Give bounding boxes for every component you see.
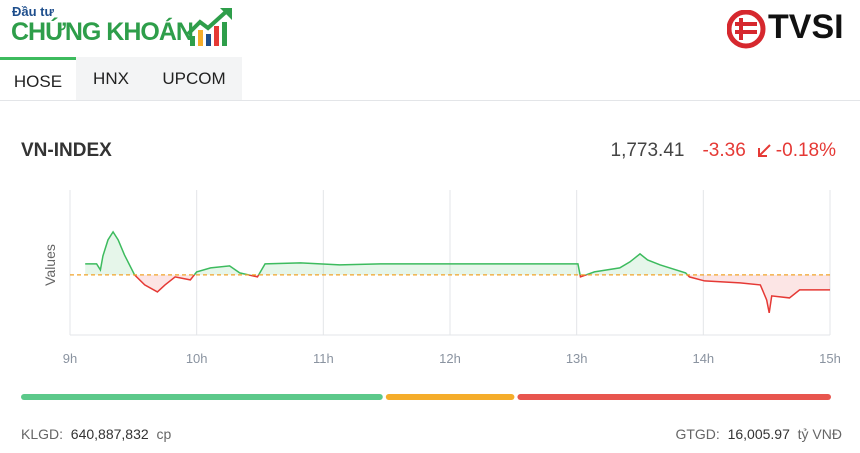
index-change: -3.36 [702, 140, 746, 161]
tab-border [0, 100, 860, 101]
x-tick-label: 10h [186, 351, 208, 366]
line [85, 230, 689, 275]
logo-icon [186, 8, 232, 46]
index-value: 1,773.41 [610, 140, 685, 161]
trade-value: 16,005.97 [727, 426, 790, 442]
tab[interactable]: HNX [76, 57, 146, 100]
y-axis-label: Values [42, 244, 58, 286]
tab[interactable]: HOSE [0, 57, 76, 100]
line [133, 274, 830, 314]
x-tick-label: 11h [313, 351, 334, 366]
breadth-segment [385, 394, 515, 400]
index-quote: 1,773.41 -3.36 -0.18% [611, 140, 836, 162]
area [134, 274, 830, 313]
index-change-percent: -0.18% [775, 140, 836, 161]
footer-left: KLGD: 640,887,832 cp [21, 426, 171, 442]
x-tick-label: 13h [566, 351, 588, 366]
breadth-bar [21, 394, 831, 400]
x-tick-label: 9h [63, 351, 77, 366]
tab[interactable]: UPCOM [146, 57, 242, 100]
down-arrow [757, 144, 771, 157]
volume: 640,887,832 [70, 426, 149, 442]
logo-main: CHỨNG KHOÁN [11, 18, 194, 46]
footer-right: GTGD: 16,005.97 tỷ VNĐ [675, 426, 842, 442]
brand: TVSI [768, 8, 844, 46]
volume-unit: cp [156, 426, 172, 442]
breadth-segment [21, 394, 383, 400]
x-tick-label: 14h [692, 351, 714, 366]
chart: Values 9h 10h 11h 12h 13h 14h 15h [42, 190, 841, 366]
value-unit: tỷ VNĐ [797, 426, 842, 442]
logo-top: Đầu tư [12, 4, 54, 19]
brand-icon [727, 10, 766, 49]
index-title: VN-INDEX [21, 140, 112, 161]
volume-label: KLGD: [21, 426, 64, 442]
x-tick-label: 15h [819, 351, 841, 366]
x-tick-label: 12h [439, 351, 461, 366]
value-label: GTGD: [675, 426, 720, 442]
breadth-segment [517, 394, 831, 400]
